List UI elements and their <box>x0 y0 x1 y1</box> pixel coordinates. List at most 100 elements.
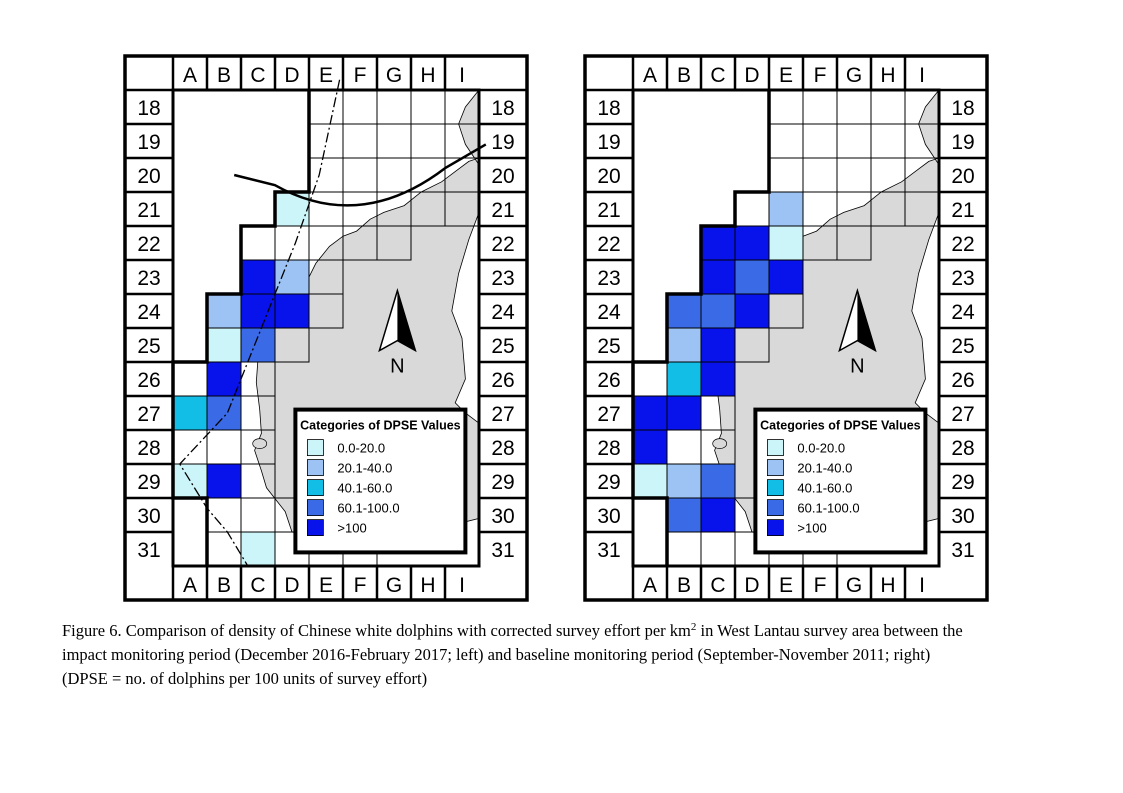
column-label-I-bottom: I <box>459 574 465 597</box>
grid-cell-G19 <box>376 123 412 159</box>
density-cell-C22 <box>701 226 735 260</box>
row-label-23-right: 23 <box>951 267 974 290</box>
row-label-28-left: 28 <box>597 437 620 460</box>
density-cell-C24 <box>241 294 275 328</box>
legend-label: 20.1-40.0 <box>797 461 852 476</box>
grid-cell-G19 <box>836 123 872 159</box>
legend-label: 0.0-20.0 <box>797 441 845 456</box>
column-label-G-bottom: G <box>846 574 862 597</box>
column-label-G-top: G <box>846 64 862 87</box>
row-label-25-right: 25 <box>491 335 514 358</box>
grid-cell-G20 <box>836 157 872 193</box>
row-label-29-left: 29 <box>597 471 620 494</box>
row-label-27-left: 27 <box>597 403 620 426</box>
row-label-25-right: 25 <box>951 335 974 358</box>
row-label-21-right: 21 <box>951 199 974 222</box>
column-label-D-top: D <box>284 64 299 87</box>
grid-cell-H18 <box>410 89 446 125</box>
legend-swatch <box>306 499 324 517</box>
row-label-28-left: 28 <box>137 437 160 460</box>
density-cell-D22 <box>735 226 769 260</box>
row-label-24-left: 24 <box>597 301 621 324</box>
column-label-E-top: E <box>779 64 793 87</box>
legend-swatch <box>767 519 784 536</box>
column-label-H-bottom: H <box>880 574 895 597</box>
density-cell-A29 <box>173 464 207 498</box>
column-label-D-bottom: D <box>744 574 759 597</box>
row-label-25-left: 25 <box>597 335 620 358</box>
row-label-31-left: 31 <box>597 539 620 562</box>
density-cell-B27 <box>667 396 701 430</box>
column-label-D-bottom: D <box>284 574 299 597</box>
legend-swatch <box>767 479 784 497</box>
density-cell-B29 <box>667 464 701 498</box>
grid-cell-F18 <box>802 89 838 125</box>
row-label-18-right: 18 <box>491 97 514 120</box>
density-cell-B24 <box>207 294 241 328</box>
grid-cell-D22 <box>274 225 310 261</box>
density-cell-B25 <box>667 328 701 362</box>
column-label-A-bottom: A <box>643 574 657 597</box>
legend-label: 20.1-40.0 <box>337 461 392 476</box>
row-label-30-right: 30 <box>491 505 514 528</box>
column-label-E-bottom: E <box>779 574 793 597</box>
density-cell-C25 <box>241 328 275 362</box>
row-label-30-left: 30 <box>137 505 160 528</box>
row-label-20-left: 20 <box>137 165 160 188</box>
row-label-22-left: 22 <box>137 233 160 256</box>
column-label-G-top: G <box>386 64 402 87</box>
row-label-19-left: 19 <box>597 131 620 154</box>
grid-cell-F19 <box>342 123 378 159</box>
grid-cell-H19 <box>410 123 446 159</box>
legend-swatch <box>767 459 784 477</box>
grid-cell-A26 <box>172 361 208 397</box>
caption-line-1: Figure 6. Comparison of density of Chine… <box>62 621 963 640</box>
row-label-20-left: 20 <box>597 165 620 188</box>
density-cell-A28 <box>633 430 667 464</box>
row-label-31-left: 31 <box>137 539 160 562</box>
row-label-21-left: 21 <box>597 199 620 222</box>
row-label-23-right: 23 <box>491 267 514 290</box>
column-label-H-bottom: H <box>420 574 435 597</box>
north-label: N <box>390 356 404 378</box>
survey-area-boundary <box>171 90 311 566</box>
caption-line-2: impact monitoring period (December 2016-… <box>62 645 931 664</box>
column-label-A-top: A <box>183 64 197 87</box>
row-label-28-right: 28 <box>951 437 974 460</box>
grid-cell-G18 <box>836 89 872 125</box>
caption-line-3: (DPSE = no. of dolphins per 100 units of… <box>62 669 428 688</box>
row-label-29-right: 29 <box>951 471 974 494</box>
grid-cell-E18 <box>768 89 804 125</box>
column-label-E-top: E <box>319 64 333 87</box>
column-label-B-top: B <box>677 64 691 87</box>
density-cell-C23 <box>701 260 735 294</box>
legend-label: 0.0-20.0 <box>337 441 385 456</box>
grid-cell-F20 <box>342 157 378 193</box>
density-cell-D23 <box>735 260 769 294</box>
grid-cell-C22 <box>240 225 276 261</box>
legend-label: 40.1-60.0 <box>797 481 852 496</box>
row-label-26-left: 26 <box>597 369 620 392</box>
density-cell-B27 <box>207 396 241 430</box>
row-label-19-left: 19 <box>137 131 160 154</box>
legend-label: 60.1-100.0 <box>337 501 399 516</box>
row-label-31-right: 31 <box>951 539 974 562</box>
grid-cell-A28 <box>172 429 208 465</box>
density-cell-B26 <box>207 362 241 396</box>
small-island <box>712 438 728 449</box>
grid-cell-E21 <box>308 191 344 227</box>
column-label-C-bottom: C <box>710 574 725 597</box>
column-label-A-bottom: A <box>183 574 197 597</box>
density-cell-E21 <box>769 192 803 226</box>
row-label-19-right: 19 <box>951 131 974 154</box>
row-label-31-right: 31 <box>491 539 514 562</box>
row-label-28-right: 28 <box>491 437 514 460</box>
row-label-26-right: 26 <box>951 369 974 392</box>
survey-area-boundary <box>631 90 771 566</box>
legend-swatch <box>306 479 324 497</box>
column-label-B-top: B <box>217 64 231 87</box>
column-label-F-bottom: F <box>814 574 827 597</box>
